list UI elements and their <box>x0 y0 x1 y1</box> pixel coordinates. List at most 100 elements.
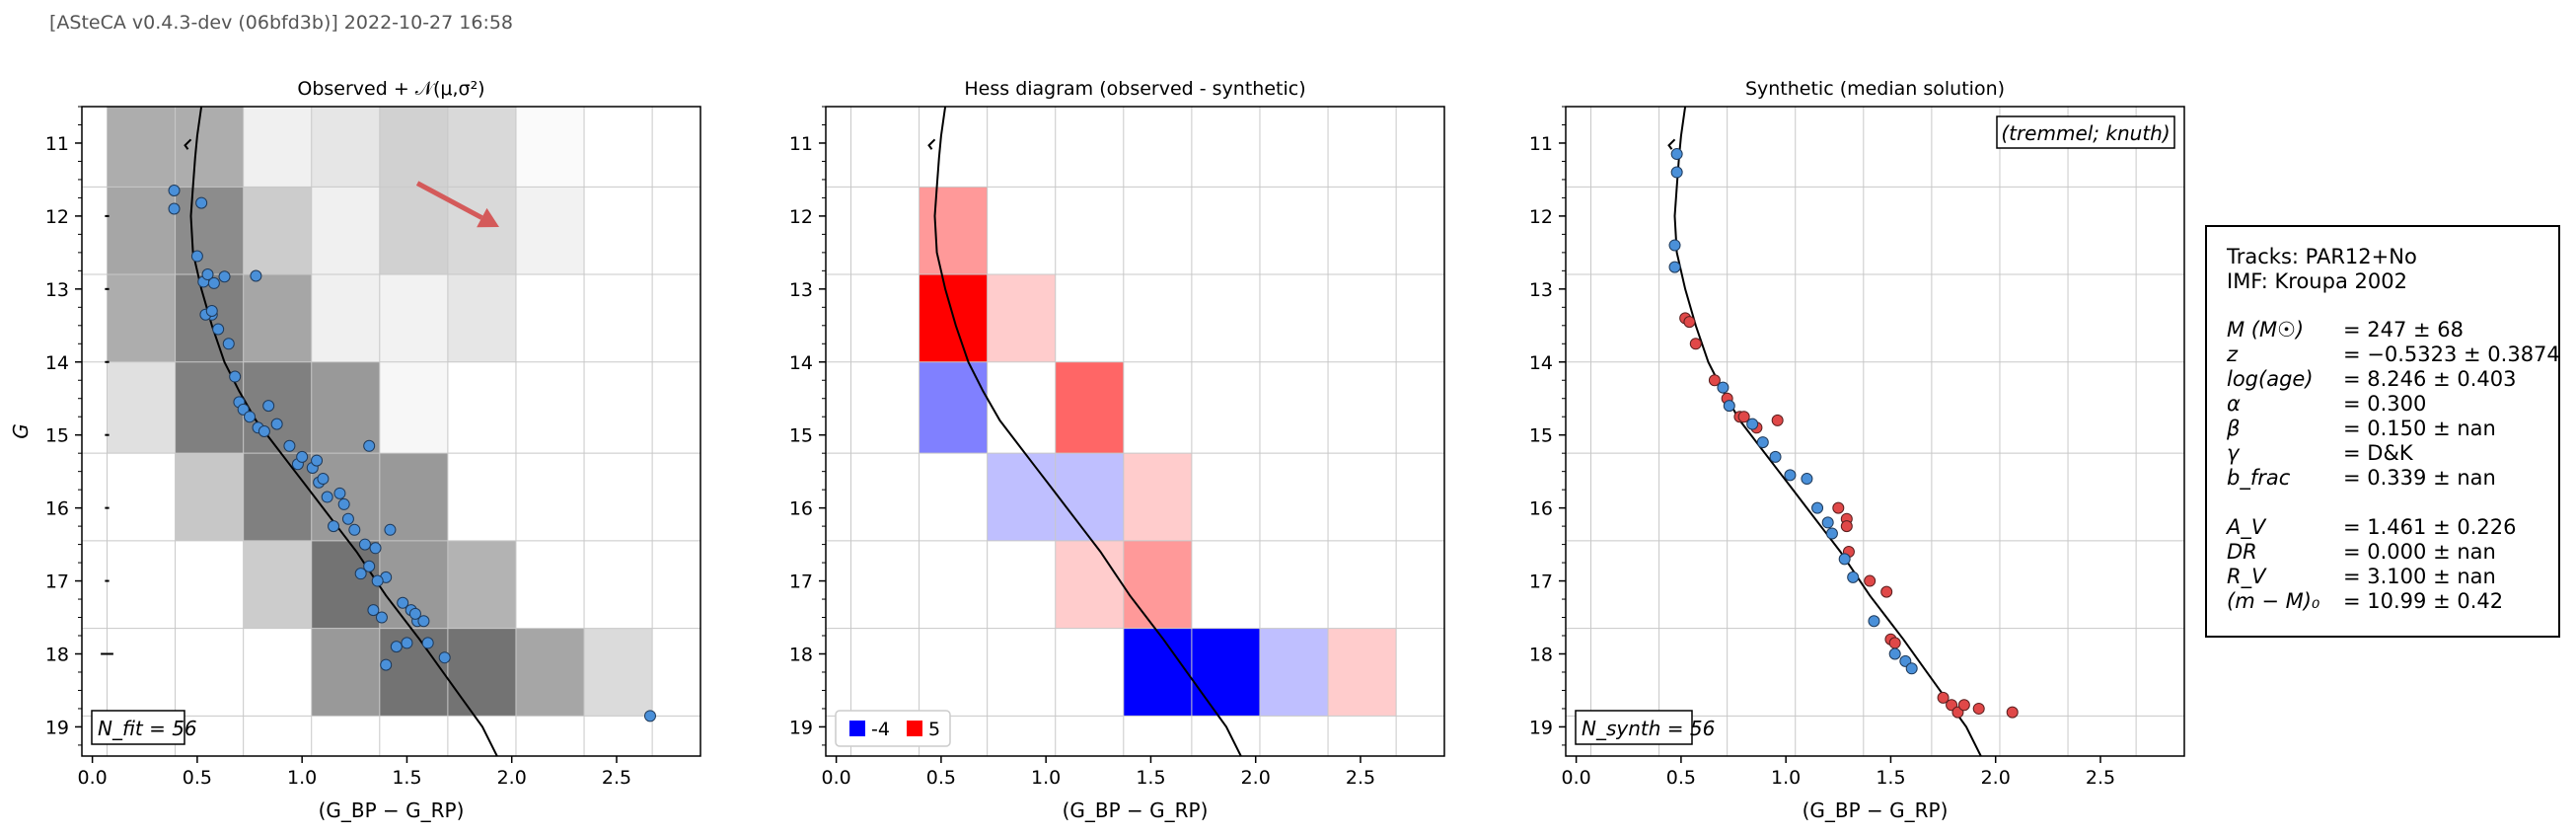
single-point <box>1801 473 1813 486</box>
star-point <box>317 473 330 486</box>
y-tick-label: 12 <box>1529 206 1553 228</box>
star-point <box>348 523 361 536</box>
single-point <box>1784 469 1797 482</box>
y-tick-label: 15 <box>789 425 813 447</box>
x-tick-label: 1.0 <box>1771 767 1801 789</box>
binary-point <box>1683 316 1696 329</box>
hess-cell <box>311 540 380 629</box>
parameter-row: (m − M)₀ = 10.99 ± 0.42 <box>2227 589 2503 613</box>
single-point <box>1756 436 1769 449</box>
y-tick-label: 12 <box>789 206 813 228</box>
binary-point <box>1737 411 1750 423</box>
star-point <box>375 611 388 624</box>
star-point <box>201 268 214 281</box>
hess-cell <box>311 187 380 275</box>
parameter-value: = 0.300 <box>2343 392 2427 416</box>
x-tick-label: 2.0 <box>497 767 527 789</box>
hess-cell <box>107 187 176 275</box>
star-point <box>195 196 208 209</box>
x-axis-label: (G_BP − G_RP) <box>319 799 465 822</box>
single-point <box>1905 662 1918 675</box>
x-tick-label: 1.5 <box>1876 767 1905 789</box>
y-tick-label: 13 <box>45 279 69 301</box>
single-point <box>1717 381 1730 394</box>
y-tick-label: 11 <box>45 133 69 155</box>
single-point <box>1868 615 1880 628</box>
parameter-row: β = 0.150 ± nan <box>2227 417 2496 440</box>
hess-cell <box>447 107 516 188</box>
hess-cell <box>379 274 448 362</box>
hess-cell <box>1259 628 1329 717</box>
x-tick-label: 0.5 <box>1666 767 1696 789</box>
single-point <box>1670 148 1683 161</box>
hess-cell <box>515 187 585 275</box>
star-point <box>311 454 324 467</box>
binary-point <box>1937 691 1950 704</box>
single-point <box>1723 400 1735 413</box>
star-point <box>369 542 382 555</box>
single-point <box>1838 553 1851 566</box>
parameter-name: z <box>2227 342 2239 366</box>
parameter-name: γ <box>2227 441 2240 465</box>
y-axis-label: G <box>9 423 33 439</box>
single-point <box>1668 261 1681 273</box>
parameter-name: R_V <box>2227 565 2266 588</box>
star-point <box>321 491 333 503</box>
y-tick-label: 17 <box>1529 571 1553 593</box>
hess-cell <box>987 274 1056 362</box>
star-point <box>212 323 225 336</box>
star-point <box>401 637 413 649</box>
x-tick-label: 2.5 <box>2086 767 2115 789</box>
reddening-arrow <box>415 181 483 220</box>
parameter-value: = 0.000 ± nan <box>2343 540 2496 564</box>
star-point <box>337 497 350 510</box>
panel-title: Observed + 𝒩(μ,σ²) <box>297 78 484 100</box>
x-tick-label: 2.0 <box>1981 767 2011 789</box>
hess-cell <box>107 274 176 362</box>
single-point <box>1811 501 1824 514</box>
binary-point <box>1840 520 1853 533</box>
star-point <box>270 418 283 430</box>
star-point <box>390 641 403 653</box>
star-point <box>341 512 354 525</box>
parameter-name: β <box>2227 417 2241 440</box>
parameter-row: log(age) = 8.246 ± 0.403 <box>2227 367 2516 391</box>
panel-title: Synthetic (median solution) <box>1745 78 2005 100</box>
isochrone-line <box>189 107 498 756</box>
hess-cell <box>1123 453 1192 541</box>
star-point <box>408 607 421 620</box>
parameter-name: (m − M)₀ <box>2227 589 2320 613</box>
parameter-name: log(age) <box>2227 367 2314 391</box>
tracks-label: Tracks: PAR12+No <box>2227 245 2417 268</box>
hess-cell <box>379 187 448 275</box>
binary-point <box>1864 574 1877 587</box>
parameters-box: Tracks: PAR12+No IMF: Kroupa 2002 M (M☉)… <box>2205 225 2560 638</box>
star-point <box>371 574 384 587</box>
star-point <box>168 185 181 197</box>
binary-point <box>1832 501 1845 514</box>
x-tick-label: 0.0 <box>1562 767 1591 789</box>
isochrone-hook <box>184 138 192 150</box>
parameter-row: γ = D&K <box>2227 441 2413 465</box>
y-tick-label: 13 <box>789 279 813 301</box>
hess-cell <box>447 187 516 275</box>
y-tick-label: 18 <box>45 644 69 665</box>
y-tick-label: 13 <box>1529 279 1553 301</box>
parameter-name: DR <box>2227 540 2257 564</box>
parameter-value: = 1.461 ± 0.226 <box>2343 515 2517 539</box>
binary-point <box>1771 414 1784 426</box>
hess-cell <box>243 361 312 454</box>
y-tick-label: 19 <box>45 717 69 738</box>
isochrone-hook <box>927 138 936 150</box>
parameter-value: = 3.100 ± nan <box>2343 565 2496 588</box>
hess-cell <box>243 274 312 362</box>
y-tick-label: 17 <box>45 571 69 593</box>
star-point <box>205 305 218 318</box>
x-tick-label: 2.5 <box>1346 767 1375 789</box>
hess-cell <box>311 107 380 188</box>
panel-3: 0.0 0.5 1.0 1.5 2.0 2.5 11 12 13 14 15 16 17 18 19 Synt… <box>1529 78 2185 822</box>
hess-cell <box>243 187 312 275</box>
single-point <box>1847 571 1860 583</box>
binary-point <box>1708 374 1721 387</box>
y-tick-label: 12 <box>45 206 69 228</box>
